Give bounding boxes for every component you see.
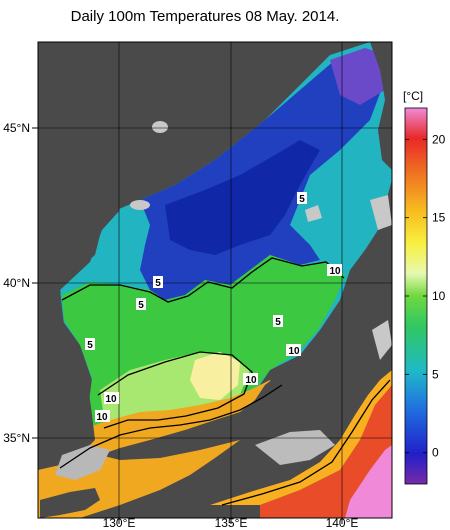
colorbar-unit: [°C] bbox=[403, 89, 423, 103]
pacific-warm-water bbox=[260, 380, 392, 518]
colorbar: [°C] 20 15 10 5 0 bbox=[403, 89, 446, 485]
contour-label-group: 5 5 5 5 5 10 10 10 10 10 bbox=[85, 192, 342, 423]
contour-label: 10 bbox=[245, 375, 257, 386]
contour-lines bbox=[59, 257, 391, 506]
nodata-patch bbox=[305, 205, 322, 222]
lon-label-130: 130°E bbox=[103, 516, 136, 530]
cold-water-core bbox=[165, 140, 320, 255]
pacific-orange-band bbox=[210, 370, 392, 505]
lon-label-135: 135°E bbox=[215, 516, 248, 530]
lon-label-140: 140°E bbox=[326, 516, 359, 530]
contour-label: 5 bbox=[155, 278, 161, 289]
colorbar-tick-label: 5 bbox=[432, 367, 439, 381]
contour-label: 5 bbox=[275, 317, 281, 328]
colorbar-tick-label: 10 bbox=[432, 289, 446, 303]
kyushu-island bbox=[40, 488, 100, 518]
warm-yellow-patch bbox=[190, 352, 240, 400]
contour-label: 10 bbox=[105, 394, 117, 405]
nodata-patch bbox=[130, 200, 150, 210]
pacific-hot-core bbox=[345, 445, 392, 518]
graticule bbox=[38, 42, 392, 518]
map-frame bbox=[37, 41, 393, 519]
colorbar-tick-label: 20 bbox=[432, 132, 446, 146]
korean-peninsula bbox=[38, 42, 120, 470]
map-title: Daily 100m Temperatures 08 May. 2014. bbox=[70, 8, 340, 25]
lat-label-35: 35°N bbox=[3, 431, 30, 445]
nodata-patch bbox=[370, 195, 392, 230]
hokkaido-island bbox=[370, 42, 392, 170]
honshu-island bbox=[100, 180, 392, 460]
contour-label: 5 bbox=[299, 194, 305, 205]
nodata-patch bbox=[55, 445, 110, 480]
nodata-patch bbox=[255, 430, 335, 465]
lat-label-40: 40°N bbox=[3, 276, 30, 290]
colorbar-tick-label: 15 bbox=[432, 211, 446, 225]
axis-ticks bbox=[32, 127, 343, 524]
colorbar-tick-label: 0 bbox=[432, 446, 439, 460]
contour-label: 5 bbox=[87, 340, 93, 351]
contour-label: 10 bbox=[288, 346, 300, 357]
north-purple-patch bbox=[330, 48, 388, 105]
nodata-patch bbox=[372, 320, 392, 360]
contour-label: 10 bbox=[96, 412, 108, 423]
lat-label-45: 45°N bbox=[3, 121, 30, 135]
nodata-patch bbox=[152, 121, 168, 133]
contour-label: 10 bbox=[329, 266, 341, 277]
contour-label: 5 bbox=[138, 300, 144, 311]
